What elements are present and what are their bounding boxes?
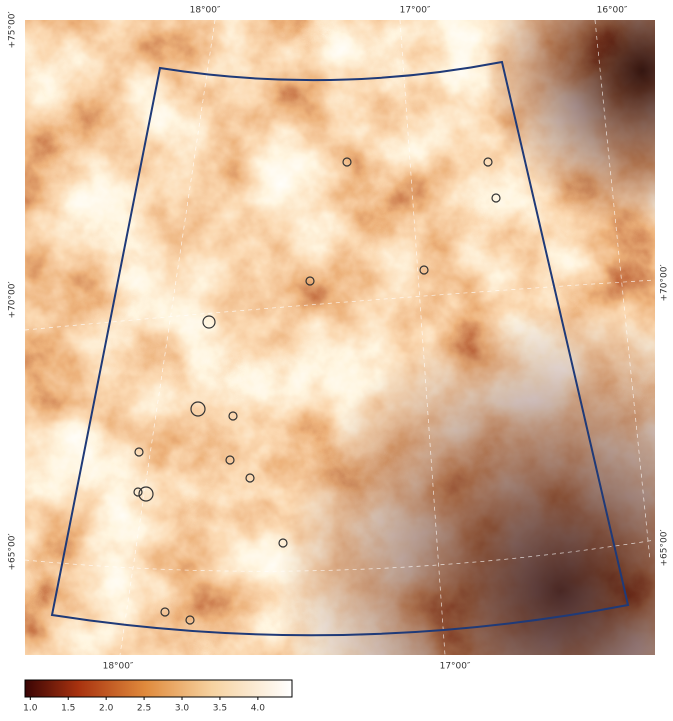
colorbar-tick-label: 3.0 xyxy=(175,704,190,714)
colorbar-tick-label: 3.5 xyxy=(213,704,227,714)
top-label: 17°00″ xyxy=(400,6,431,16)
right-label: +70°00′ xyxy=(660,265,670,302)
bottom-label: 17°00″ xyxy=(440,662,471,672)
left-label: +75°00′ xyxy=(8,12,18,49)
colorbar-tick-label: 2.0 xyxy=(99,704,114,714)
sky-image xyxy=(24,19,656,656)
left-label: +70°00′ xyxy=(8,282,18,319)
colorbar-tick-label: 1.5 xyxy=(61,704,75,714)
colorbar xyxy=(24,679,293,698)
bottom-label: 18°00″ xyxy=(103,662,134,672)
colorbar-tick-label: 4.0 xyxy=(251,704,266,714)
top-label: 18°00″ xyxy=(190,6,221,16)
right-label: +65°00′ xyxy=(660,530,670,567)
top-label: 16°00″ xyxy=(597,6,628,16)
colorbar-tick-label: 2.5 xyxy=(137,704,151,714)
left-label: +65°00′ xyxy=(8,534,18,571)
colorbar-tick-label: 1.0 xyxy=(23,704,38,714)
